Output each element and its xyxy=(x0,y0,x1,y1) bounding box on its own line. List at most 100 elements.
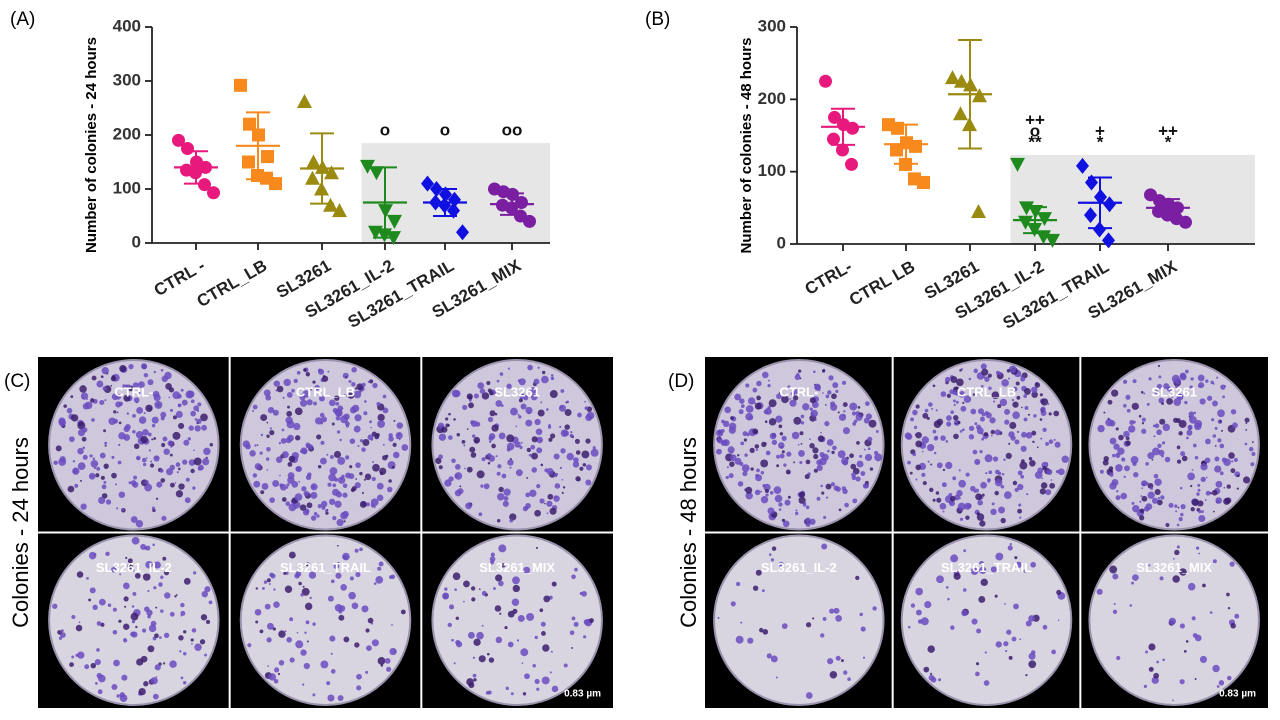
colony xyxy=(163,570,170,576)
colony xyxy=(185,390,194,399)
colony xyxy=(470,586,476,591)
colony xyxy=(976,512,980,516)
colony xyxy=(101,367,109,375)
colony xyxy=(912,452,917,457)
colony xyxy=(1196,492,1200,496)
colony xyxy=(1219,420,1222,423)
colony xyxy=(445,423,450,428)
colony xyxy=(1185,640,1189,643)
colony xyxy=(915,478,918,481)
colony xyxy=(779,453,785,459)
colony xyxy=(464,467,466,470)
colony xyxy=(773,486,782,495)
colony xyxy=(813,453,819,460)
colony xyxy=(1011,636,1017,642)
colony xyxy=(1048,412,1052,416)
colony xyxy=(1129,430,1132,433)
data-point xyxy=(828,110,841,124)
colony xyxy=(517,413,520,416)
colony xyxy=(1025,674,1028,677)
colony xyxy=(1226,592,1230,597)
colony xyxy=(535,428,543,436)
colony xyxy=(1248,446,1254,452)
colony xyxy=(862,483,869,489)
colony xyxy=(332,515,337,521)
colony xyxy=(800,420,805,425)
colony xyxy=(196,418,202,424)
colony xyxy=(100,475,105,480)
colony xyxy=(119,573,122,576)
colony xyxy=(1178,420,1187,428)
data-point xyxy=(324,165,339,180)
colony xyxy=(1009,543,1012,546)
colony xyxy=(768,399,777,408)
colony xyxy=(798,450,805,457)
data-point xyxy=(1010,157,1025,172)
colony xyxy=(781,623,788,629)
colony xyxy=(519,445,523,450)
colony xyxy=(529,387,537,394)
colony xyxy=(1151,676,1159,684)
colony xyxy=(159,468,164,473)
colony xyxy=(497,464,502,469)
colony xyxy=(912,409,918,416)
colony xyxy=(194,425,201,432)
colony xyxy=(180,614,183,617)
colony xyxy=(142,628,147,633)
colony xyxy=(1014,439,1020,445)
colony xyxy=(82,446,85,450)
colony xyxy=(1112,609,1118,614)
colony xyxy=(1009,421,1017,429)
colony xyxy=(559,405,564,409)
colony xyxy=(153,437,157,440)
colony xyxy=(510,407,518,416)
colony xyxy=(936,497,942,503)
colony xyxy=(1020,474,1024,479)
colony xyxy=(1096,588,1103,595)
colony xyxy=(735,635,744,644)
colony xyxy=(1187,472,1195,481)
colony xyxy=(789,398,791,400)
colony xyxy=(498,580,504,587)
colony xyxy=(499,612,502,615)
colony xyxy=(377,420,386,428)
colony xyxy=(1024,406,1029,410)
data-point xyxy=(523,214,536,228)
colony xyxy=(354,548,359,553)
colony xyxy=(1128,425,1136,433)
colony xyxy=(201,424,208,431)
colony xyxy=(319,412,325,418)
colony xyxy=(560,448,566,454)
colony xyxy=(463,600,465,603)
colony xyxy=(1224,385,1227,388)
colony xyxy=(377,566,382,571)
colony xyxy=(526,447,531,453)
colony xyxy=(1129,604,1133,607)
colony xyxy=(278,442,282,445)
colony xyxy=(1005,649,1008,653)
colony xyxy=(1191,469,1194,471)
colony xyxy=(995,641,1002,648)
colony xyxy=(112,607,117,612)
colony xyxy=(118,401,123,406)
colony xyxy=(300,447,308,455)
colony xyxy=(204,586,211,593)
colony xyxy=(550,650,553,653)
colony xyxy=(122,582,130,590)
colony xyxy=(110,567,117,573)
colony xyxy=(1177,506,1180,509)
colony xyxy=(1156,383,1163,390)
colony xyxy=(81,427,88,433)
colony xyxy=(325,511,329,515)
colony xyxy=(988,470,993,475)
colony xyxy=(1008,365,1017,373)
colony xyxy=(140,363,148,370)
colony xyxy=(968,425,975,431)
colony xyxy=(778,508,782,511)
colony xyxy=(506,434,515,443)
colony xyxy=(1156,429,1162,436)
colony xyxy=(756,468,760,473)
colony xyxy=(273,679,279,684)
colony xyxy=(335,415,341,421)
colony xyxy=(774,494,783,503)
